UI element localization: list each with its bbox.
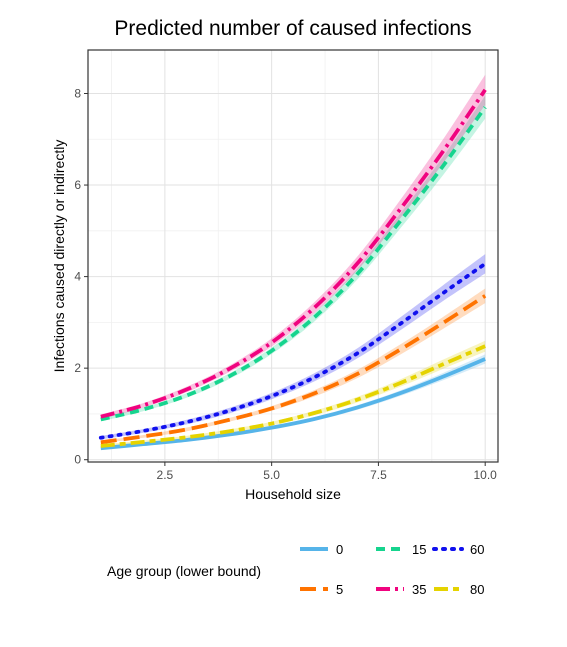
confidence-band-80 — [100, 340, 486, 448]
series-line-5 — [100, 294, 487, 445]
x-axis-title: Household size — [245, 486, 341, 502]
legend: 0 15 60 5 35 80 — [300, 542, 484, 597]
x-tick-label: 2.5 — [157, 468, 174, 482]
x-tick-label: 7.5 — [370, 468, 387, 482]
legend-label-15: 15 — [412, 542, 426, 557]
plot-border — [87, 49, 499, 463]
x-tick-label: 10.0 — [474, 468, 498, 482]
chart-title: Predicted number of caused infections — [114, 17, 471, 40]
y-axis-title: Infections caused directly or indirectly — [51, 140, 67, 373]
legend-label-35: 35 — [412, 582, 426, 597]
y-tick-label: 6 — [74, 178, 81, 192]
y-tick-label: 0 — [74, 453, 81, 467]
y-tick-label: 2 — [74, 361, 81, 375]
legend-label-60: 60 — [470, 542, 484, 557]
series-line-0 — [100, 357, 486, 451]
series-line-60 — [98, 261, 488, 440]
legend-title: Age group (lower bound) — [107, 563, 261, 579]
series-line-80 — [100, 344, 486, 448]
grid — [88, 50, 498, 462]
axis-ticks: 2.5 5.0 7.5 10.0 0 2 4 6 8 — [74, 86, 497, 482]
legend-label-5: 5 — [336, 582, 343, 597]
legend-label-80: 80 — [470, 582, 484, 597]
confidence-band-60 — [100, 254, 486, 440]
y-tick-label: 4 — [74, 270, 81, 284]
series-line-35 — [100, 88, 487, 419]
series-line-15 — [100, 106, 487, 422]
y-tick-label: 8 — [74, 86, 81, 100]
series-lines — [98, 88, 488, 451]
x-tick-label: 5.0 — [263, 468, 280, 482]
confidence-bands — [100, 74, 486, 450]
legend-label-0: 0 — [336, 542, 343, 557]
